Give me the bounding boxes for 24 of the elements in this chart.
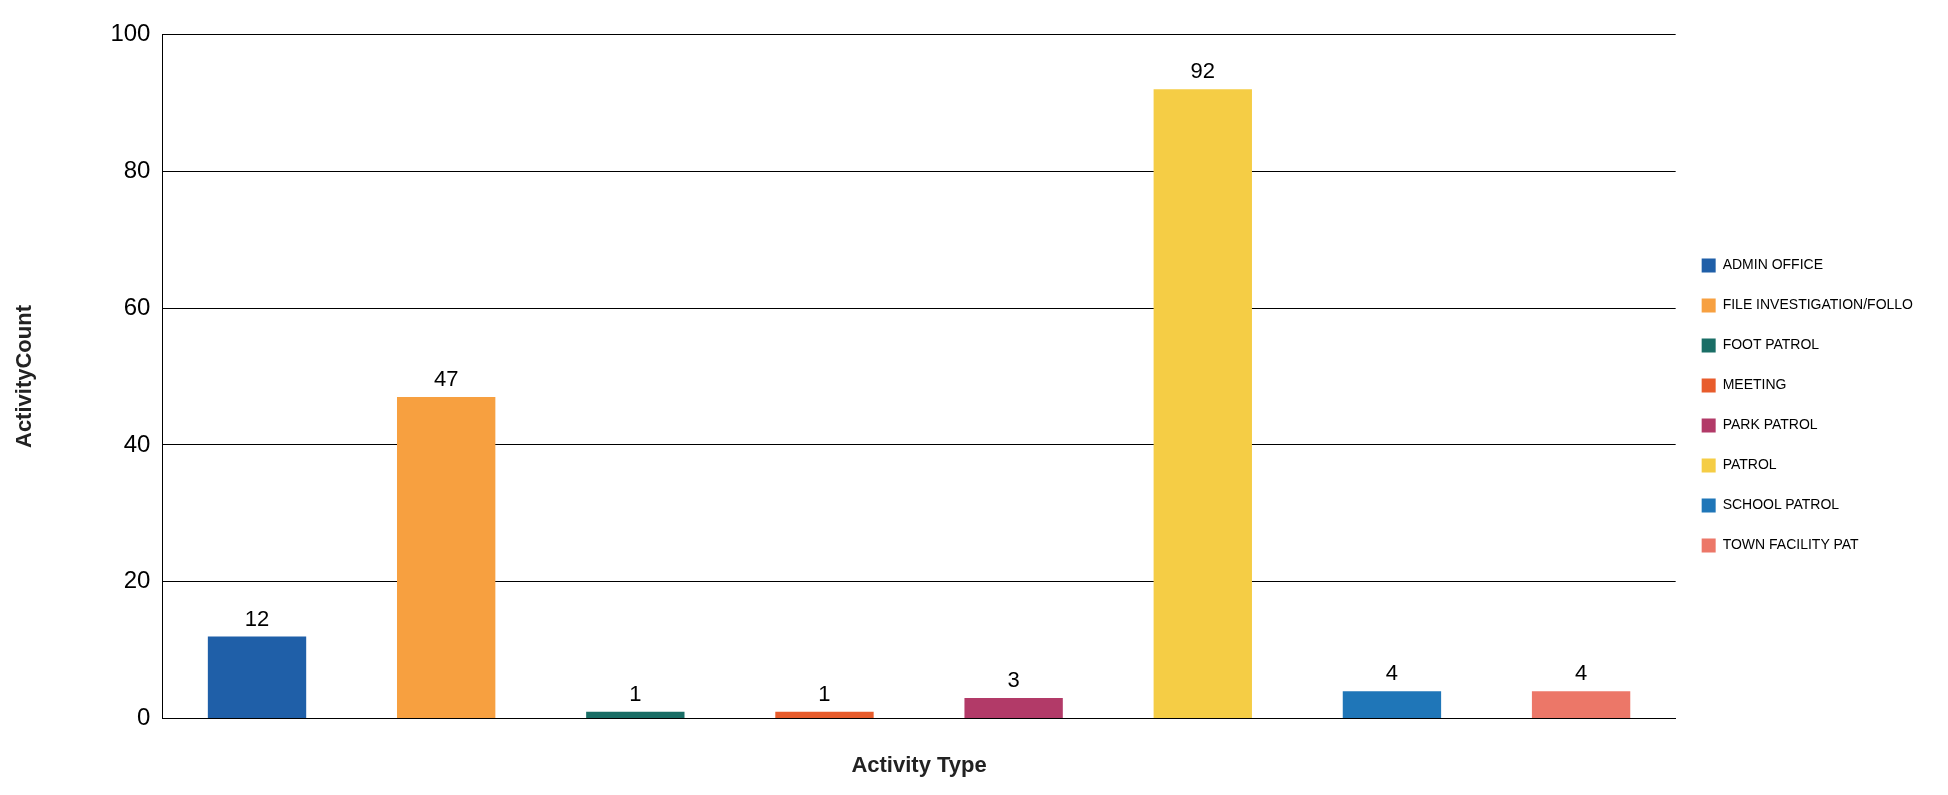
data-label: 4: [1574, 660, 1588, 686]
data-label: 1: [629, 680, 642, 706]
x-axis-title: Activity Type: [851, 751, 987, 777]
y-axis-title: ActivityCount: [11, 304, 37, 448]
y-tick-label: 100: [110, 19, 151, 47]
legend-label: ADMIN OFFICE: [1722, 256, 1824, 273]
y-tick-label: 20: [123, 566, 151, 594]
y-tick-label: 60: [123, 292, 151, 320]
legend-label: MEETING: [1722, 376, 1787, 393]
data-label: 4: [1385, 660, 1399, 686]
legend-label: SCHOOL PATROL: [1722, 496, 1840, 513]
legend-label: PARK PATROL: [1722, 416, 1818, 433]
data-label: 47: [433, 366, 459, 392]
data-label: 1: [818, 680, 831, 706]
legend-label: FOOT PATROL: [1722, 336, 1820, 353]
y-tick-label: 40: [123, 429, 151, 457]
data-label: 92: [1190, 58, 1216, 84]
legend-label: FILE INVESTIGATION/FOLLO: [1722, 296, 1914, 313]
y-tick-label: 0: [137, 703, 151, 731]
data-label: 3: [1007, 667, 1020, 693]
legend-label: PATROL: [1722, 456, 1777, 473]
legend-label: TOWN FACILITY PAT: [1722, 536, 1859, 553]
data-label: 12: [244, 605, 270, 631]
y-tick-label: 80: [123, 155, 151, 183]
